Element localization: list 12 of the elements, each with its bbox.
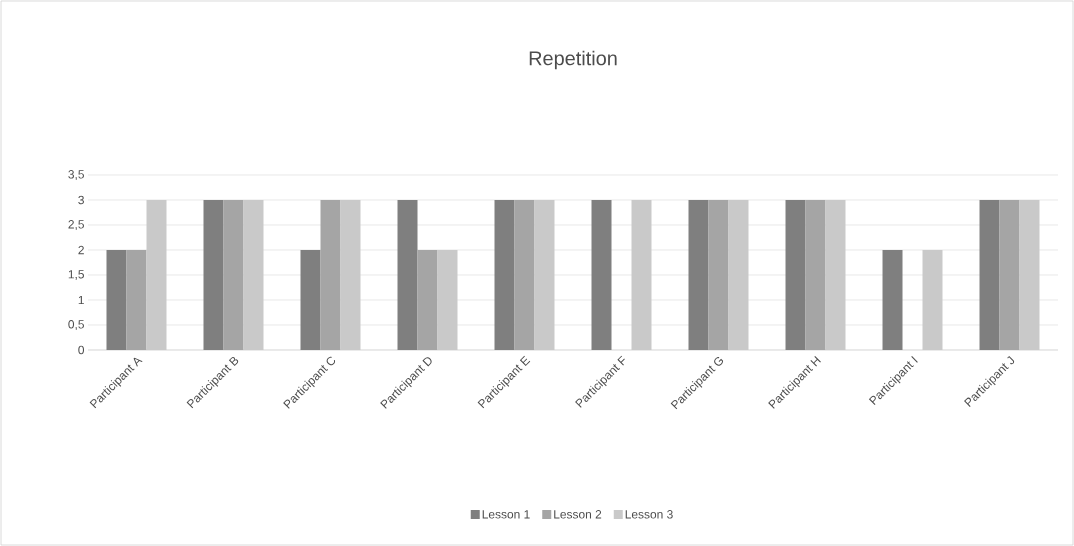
y-tick-label: 3,5	[68, 170, 84, 180]
y-tick-label: 0,5	[68, 320, 84, 330]
legend-label: Lesson 3	[625, 510, 673, 519]
legend-label: Lesson 2	[554, 510, 602, 519]
y-tick-label: 1,5	[68, 270, 84, 280]
legend-label: Lesson 1	[482, 510, 530, 519]
y-tick-label: 1	[78, 295, 84, 305]
y-tick-label: 2,5	[68, 220, 84, 230]
y-tick-label: 0	[78, 345, 85, 355]
y-tick-label: 3	[78, 195, 84, 205]
y-tick-label: 2	[78, 245, 84, 255]
chart-title: Repetition	[529, 50, 617, 70]
